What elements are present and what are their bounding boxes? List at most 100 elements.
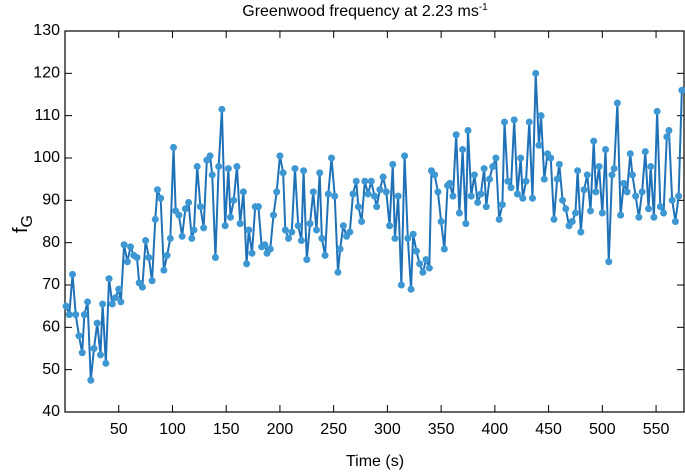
y-axis-label: fG [10, 215, 36, 233]
data-point [276, 152, 284, 160]
data-point [102, 359, 110, 367]
data-point [482, 203, 490, 211]
data-point [127, 243, 135, 251]
y-tick-label: 80 [42, 234, 60, 251]
y-tick-label: 40 [42, 403, 60, 420]
data-point [285, 234, 293, 242]
data-point [108, 300, 116, 308]
data-point [279, 169, 287, 177]
data-point [397, 281, 405, 289]
x-tick-label: 550 [643, 421, 670, 438]
data-point [663, 133, 671, 141]
data-point [273, 188, 281, 196]
data-point [138, 283, 146, 291]
data-point [386, 222, 394, 230]
data-point [562, 205, 570, 213]
data-point [595, 162, 603, 170]
data-point [492, 154, 500, 162]
data-point [339, 222, 347, 230]
data-point [354, 203, 362, 211]
data-point [464, 126, 472, 134]
data-point [87, 376, 95, 384]
data-point [568, 218, 576, 225]
data-point [328, 154, 336, 162]
data-point [638, 188, 646, 196]
data-point [419, 268, 427, 276]
x-tick-label: 400 [482, 421, 509, 438]
data-point [306, 220, 314, 228]
y-tick-label: 60 [42, 319, 60, 336]
data-point [605, 258, 613, 266]
data-point [331, 192, 339, 200]
x-tick-label: 250 [320, 421, 347, 438]
data-point [394, 192, 402, 200]
data-point [519, 194, 527, 202]
data-point [105, 275, 113, 283]
y-label-text: f [10, 227, 32, 233]
data-point [178, 232, 186, 240]
data-point [336, 245, 344, 253]
data-point [316, 169, 324, 177]
data-point [230, 196, 238, 204]
data-point [489, 162, 497, 170]
data-point [656, 203, 664, 211]
data-point [261, 241, 269, 249]
x-tick-label: 500 [589, 421, 616, 438]
data-point [455, 209, 463, 217]
data-point [133, 253, 141, 261]
data-point [647, 162, 655, 170]
data-point [361, 177, 369, 185]
data-point [221, 222, 229, 230]
data-point [553, 175, 561, 183]
data-point [160, 266, 168, 274]
data-point [598, 209, 606, 217]
data-point [254, 203, 262, 211]
data-point [555, 160, 563, 168]
data-point [65, 311, 73, 319]
data-point [206, 152, 214, 160]
data-point [480, 165, 488, 173]
data-point [309, 188, 317, 196]
data-point [334, 268, 342, 276]
data-point [84, 298, 92, 306]
data-point [190, 226, 198, 234]
data-point [157, 194, 165, 202]
data-point [431, 171, 439, 179]
data-point [550, 215, 558, 223]
data-point [90, 345, 98, 352]
data-point [409, 230, 417, 238]
data-point [78, 349, 86, 357]
data-point [632, 192, 640, 200]
data-point [75, 332, 83, 340]
data-point [185, 198, 193, 206]
data-point [412, 247, 420, 255]
data-point [477, 190, 485, 198]
data-point [382, 188, 390, 196]
data-point [440, 245, 448, 253]
data-point [495, 215, 503, 223]
data-point [452, 131, 460, 139]
data-point [517, 154, 525, 162]
data-point [571, 209, 579, 217]
x-axis-label: Time (s) [346, 453, 404, 470]
data-point [148, 277, 156, 285]
data-point [208, 171, 216, 179]
data-point [587, 207, 595, 215]
y-tick-label: 70 [42, 276, 60, 293]
data-point [583, 171, 591, 179]
data-point [193, 162, 201, 170]
data-point [620, 179, 628, 187]
x-tick-label: 300 [374, 421, 401, 438]
data-point [196, 203, 204, 211]
data-point [608, 171, 616, 179]
data-point [226, 213, 234, 221]
x-tick-label: 100 [159, 421, 186, 438]
data-point [294, 222, 302, 230]
data-point [312, 226, 320, 234]
data-point [215, 162, 223, 170]
data-point [188, 234, 196, 242]
data-point [525, 118, 533, 126]
data-point [507, 184, 515, 192]
data-point [358, 218, 366, 225]
data-point [115, 285, 123, 293]
